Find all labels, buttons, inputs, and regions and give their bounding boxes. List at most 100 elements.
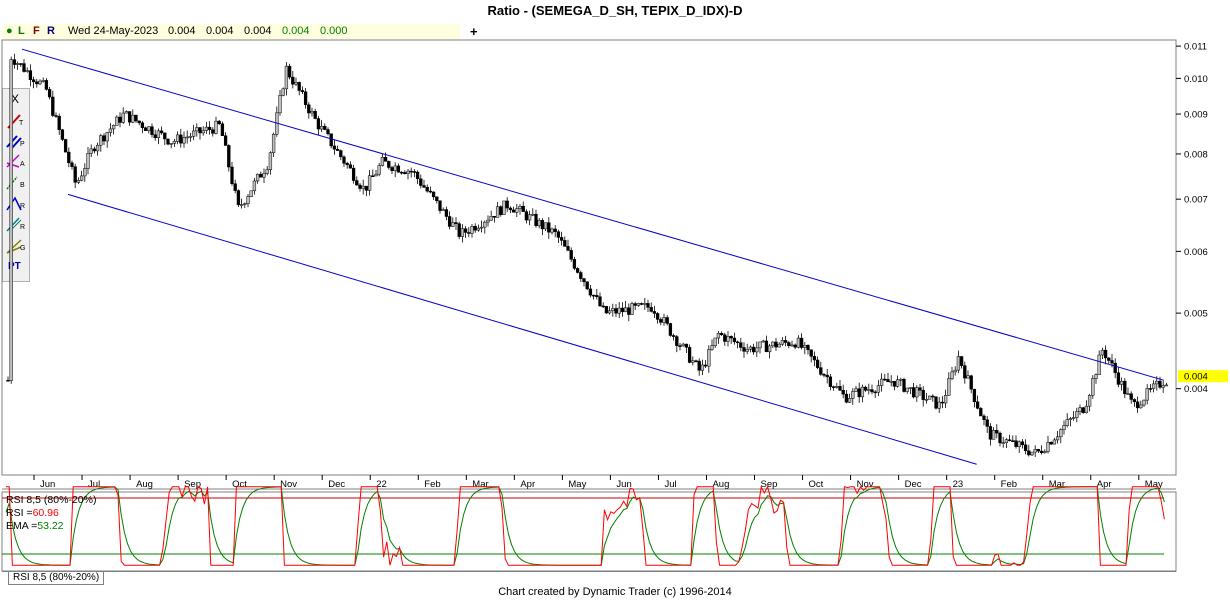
candle-down xyxy=(207,126,212,130)
candle-down xyxy=(841,389,845,395)
candle-down xyxy=(729,336,733,339)
candle-up xyxy=(249,190,253,197)
candle-down xyxy=(697,360,701,371)
candle-up xyxy=(662,317,666,323)
candle-down xyxy=(220,123,225,136)
andrews-tool-icon[interactable]: A xyxy=(5,153,27,171)
candle-up xyxy=(268,152,273,170)
tab-rsi[interactable]: RSI 8,5 (80%-20%) xyxy=(8,572,105,585)
candle-down xyxy=(563,240,567,247)
candle-down xyxy=(499,206,503,215)
candle-down xyxy=(582,278,586,283)
candle-down xyxy=(73,166,77,183)
candle-down xyxy=(217,120,221,125)
candle-down xyxy=(137,120,141,124)
candle-up xyxy=(476,227,481,231)
candle-down xyxy=(409,170,413,173)
candle-up xyxy=(486,219,490,223)
candle-up xyxy=(767,345,772,353)
candle-down xyxy=(223,135,228,146)
close-tool-icon[interactable]: X xyxy=(11,92,20,106)
indicator-tab-bar: RSI 8,5 (80%-20%) xyxy=(2,571,1176,585)
candle-down xyxy=(428,190,433,193)
rsi-text: RSI = xyxy=(6,507,33,519)
candle-down xyxy=(345,163,349,165)
time-tick-label: Apr xyxy=(520,479,535,490)
candle-down xyxy=(422,185,426,188)
candle-down xyxy=(425,187,429,192)
candle-up xyxy=(745,349,749,352)
time-tick-label: Dec xyxy=(328,479,345,490)
candle-up xyxy=(889,381,893,383)
candle-up xyxy=(147,126,151,131)
candle-down xyxy=(742,347,746,352)
candle-down xyxy=(684,343,689,348)
ratio-tool-icon[interactable]: R xyxy=(5,195,27,213)
candle-down xyxy=(601,305,605,308)
candle-down xyxy=(1123,380,1127,395)
candle-up xyxy=(111,125,116,130)
price-time-tool-icon[interactable]: PT xyxy=(8,261,21,272)
candle-up xyxy=(908,387,913,389)
price-panel-frame xyxy=(1,39,1177,476)
candle-up xyxy=(1071,417,1076,419)
trendline-tool-icon[interactable]: T xyxy=(5,112,27,130)
candle-up xyxy=(623,307,628,313)
candle-up xyxy=(1030,451,1034,456)
candle-down xyxy=(873,391,877,394)
candle-down xyxy=(326,129,330,135)
candle-down xyxy=(655,313,660,320)
candle-up xyxy=(854,388,858,392)
time-tick-label: Nov xyxy=(857,479,874,490)
candle-up xyxy=(95,144,100,152)
candle-down xyxy=(127,111,132,123)
rsi-panel-labels: RSI 8,5 (80%-20%) RSI =60.96 EMA =53.22 xyxy=(6,494,96,533)
candle-down xyxy=(1129,393,1133,400)
retracement-tool-icon[interactable]: R xyxy=(5,216,27,234)
status-dot-icon[interactable]: ● xyxy=(6,25,13,37)
gann-tool-icon[interactable]: G xyxy=(5,237,27,255)
candle-up xyxy=(451,222,455,227)
candle-down xyxy=(764,340,769,353)
fib-tool-icon[interactable]: B xyxy=(5,174,27,192)
candle-up xyxy=(483,221,487,228)
candle-up xyxy=(204,126,209,131)
ratio-toggle[interactable]: R xyxy=(47,25,55,37)
candle-up xyxy=(76,180,81,183)
candle-down xyxy=(28,70,33,80)
candle-down xyxy=(556,231,561,238)
candle-up xyxy=(543,222,548,230)
candle-down xyxy=(463,228,468,233)
candle-down xyxy=(1007,439,1012,441)
candle-up xyxy=(847,398,852,403)
candle-up xyxy=(1126,393,1130,395)
candle-down xyxy=(211,129,215,134)
candle-up xyxy=(1043,451,1047,454)
candle-up xyxy=(710,345,714,350)
candle-up xyxy=(89,148,93,154)
candle-up xyxy=(796,337,801,348)
candle-down xyxy=(988,426,993,440)
candle-down xyxy=(883,378,887,381)
candle-down xyxy=(198,127,202,134)
candle-down xyxy=(233,183,237,191)
candle-down xyxy=(815,359,820,368)
time-tick-label: 22 xyxy=(376,479,387,490)
add-chart-icon[interactable]: + xyxy=(470,24,478,39)
candle-down xyxy=(732,337,737,343)
time-tick-label: Apr xyxy=(1097,479,1112,490)
candle-down xyxy=(35,81,39,85)
candle-up xyxy=(108,128,113,133)
time-tick-label: Feb xyxy=(424,479,440,490)
parallel-tool-icon[interactable]: P xyxy=(5,133,27,151)
candle-down xyxy=(150,126,154,135)
candle-down xyxy=(313,111,317,119)
file-toggle[interactable]: F xyxy=(33,25,40,37)
candle-up xyxy=(479,226,484,229)
candle-down xyxy=(342,156,346,164)
candle-up xyxy=(156,130,161,138)
candle-down xyxy=(886,379,890,383)
price-tick-label: 0.007 xyxy=(1184,195,1208,206)
line-toggle[interactable]: L xyxy=(18,25,25,37)
